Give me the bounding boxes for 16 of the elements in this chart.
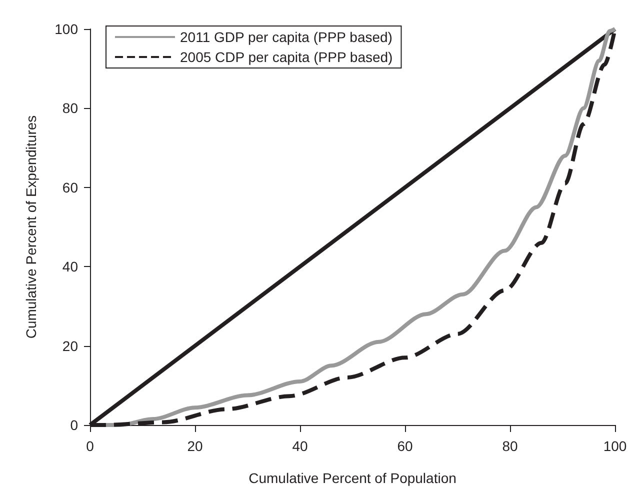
y-tick-label: 40 <box>62 258 78 275</box>
y-tick-label: 0 <box>70 417 78 433</box>
x-tick-label: 100 <box>603 438 627 454</box>
legend-label: 2011 GDP per capita (PPP based) <box>180 29 392 45</box>
x-tick-label: 0 <box>86 438 94 454</box>
y-tick-label: 20 <box>62 338 78 354</box>
y-tick-label: 80 <box>62 100 78 116</box>
y-tick-label: 100 <box>54 21 78 37</box>
x-tick-label: 40 <box>292 438 308 454</box>
x-tick-label: 80 <box>502 438 518 454</box>
x-axis-title: Cumulative Percent of Population <box>248 470 456 486</box>
y-axis-title: Cumulative Percent of Expenditures <box>23 115 39 339</box>
y-tick-label: 60 <box>62 179 78 196</box>
x-tick-label: 20 <box>187 438 203 454</box>
legend-label: 2005 CDP per capita (PPP based) <box>180 49 393 65</box>
x-tick-label: 60 <box>397 438 413 454</box>
